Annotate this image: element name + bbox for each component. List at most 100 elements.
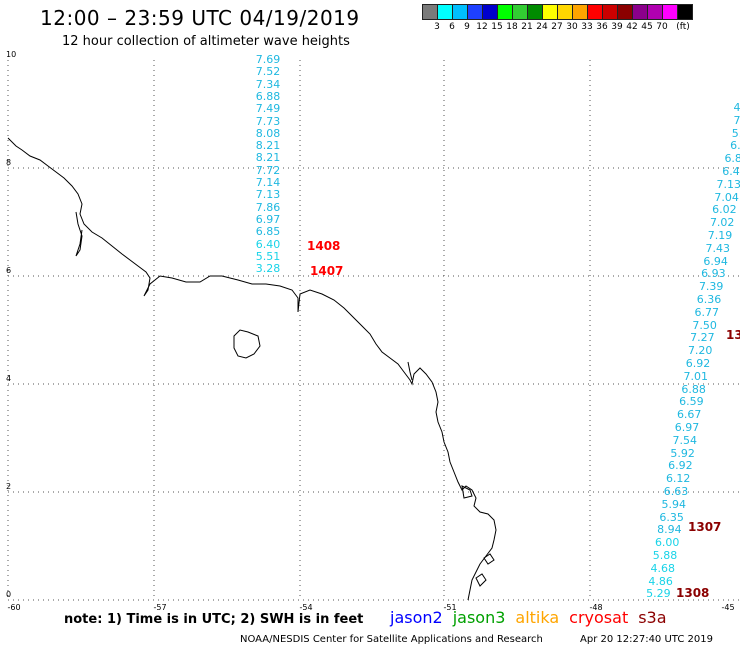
pass-label: 1407 bbox=[310, 264, 344, 278]
legend-label: 42 bbox=[626, 22, 638, 32]
wave-height-label: 8.21 bbox=[255, 139, 281, 153]
wave-height-label: 8.08 bbox=[255, 126, 281, 140]
satellite-jason3: jason3 bbox=[452, 608, 506, 627]
satellite-altika: altika bbox=[515, 608, 560, 627]
wave-height-label: 7.19 bbox=[707, 229, 733, 242]
wave-height-label: 7.39 bbox=[698, 280, 724, 294]
satellite-s3a: s3a bbox=[638, 608, 667, 627]
wave-height-label: 6.77 bbox=[694, 305, 720, 319]
wave-height-label: 7.13 bbox=[716, 177, 740, 191]
wave-height-label: 7.73 bbox=[255, 114, 281, 128]
legend-label: 12 bbox=[476, 22, 488, 32]
legend-unit: (ft) bbox=[676, 22, 690, 32]
wave-height-label: 7.50 bbox=[692, 318, 717, 332]
legend-label: 30 bbox=[566, 22, 578, 32]
wave-height-label: 6.4 bbox=[722, 165, 740, 178]
wave-height-label: 7.43 bbox=[705, 241, 731, 255]
wave-height-label: 6.92 bbox=[685, 357, 711, 370]
wave-height-label: 4.86 bbox=[648, 574, 673, 588]
satellite-legend: jason2 jason3 altika cryosat s3a bbox=[390, 608, 677, 627]
lon-tick: -51 bbox=[443, 603, 457, 612]
legend-label: 18 bbox=[506, 22, 518, 32]
wave-height-label: 7.72 bbox=[255, 163, 281, 177]
wave-height-label: 7 bbox=[733, 113, 740, 127]
wave-height-label: 6.97 bbox=[674, 421, 700, 434]
pass-label: 1308 bbox=[676, 586, 710, 600]
wave-height-label: 7.02 bbox=[709, 216, 735, 230]
wave-height-label: 6.63 bbox=[663, 485, 689, 498]
lon-tick: -48 bbox=[589, 603, 603, 612]
lat-tick: 10 bbox=[6, 50, 17, 59]
wave-height-label: 7.04 bbox=[714, 190, 739, 204]
coastline bbox=[7, 137, 497, 601]
wave-height-label: 5.94 bbox=[661, 497, 687, 511]
wave-height-label: 7.20 bbox=[687, 344, 713, 358]
lon-tick: -60 bbox=[7, 603, 21, 612]
wave-height-label: 6. bbox=[730, 139, 740, 153]
wave-height-label: 6.36 bbox=[696, 293, 722, 306]
wave-height-label: 6.02 bbox=[712, 203, 737, 217]
lat-tick: 2 bbox=[6, 482, 12, 491]
satellite-jason2: jason2 bbox=[390, 608, 443, 627]
lat-tick: 0 bbox=[6, 590, 12, 599]
wave-height-label: 6.35 bbox=[659, 510, 684, 524]
wave-height-label: 6.92 bbox=[668, 459, 693, 473]
legend-label: 24 bbox=[536, 22, 548, 32]
wave-height-label: 7.34 bbox=[255, 77, 281, 91]
wave-height-label: 6.94 bbox=[703, 254, 728, 268]
legend-swatch bbox=[677, 4, 693, 20]
wave-height-label: 6.8 bbox=[724, 152, 740, 166]
legend-label: 27 bbox=[551, 22, 563, 32]
wave-height-label: 3.28 bbox=[255, 262, 281, 276]
footer-note: note: 1) Time is in UTC; 2) SWH is in fe… bbox=[64, 612, 364, 627]
wave-height-label: 6.59 bbox=[679, 395, 704, 409]
lat-tick: 6 bbox=[6, 266, 12, 275]
legend-label: 33 bbox=[581, 22, 593, 32]
map-subtitle: 12 hour collection of altimeter wave hei… bbox=[62, 34, 350, 49]
credit-text: NOAA/NESDIS Center for Satellite Applica… bbox=[240, 634, 543, 645]
wave-height-label: 8.21 bbox=[255, 151, 281, 165]
legend-label: 15 bbox=[491, 22, 503, 32]
wave-height-label: 5.29 bbox=[646, 587, 671, 601]
legend-label: 70 bbox=[656, 22, 668, 32]
wave-height-label: 5.51 bbox=[255, 249, 281, 263]
legend-label: 39 bbox=[611, 22, 623, 32]
wave-height-label: 6.85 bbox=[255, 225, 281, 239]
map-title: 12:00 – 23:59 UTC 04/19/2019 bbox=[40, 6, 360, 30]
wave-height-label: 6.67 bbox=[676, 408, 702, 422]
pass-label: 1408 bbox=[307, 239, 341, 253]
pass-label: 1307 bbox=[688, 520, 722, 534]
lon-tick: -54 bbox=[299, 603, 313, 612]
wave-height-label: 7.86 bbox=[255, 200, 281, 214]
wave-height-label: 6.12 bbox=[665, 472, 691, 486]
wave-height-label: 4.68 bbox=[650, 561, 676, 575]
pass-label: 13 bbox=[726, 328, 740, 342]
wave-height-label: 7.49 bbox=[255, 102, 281, 116]
satellite-cryosat: cryosat bbox=[569, 608, 629, 627]
wave-height-label: 7.52 bbox=[255, 65, 281, 79]
wave-height-label: 5. bbox=[731, 126, 740, 140]
wave-height-label: 5.92 bbox=[670, 446, 695, 460]
wave-height-label: 7.69 bbox=[255, 53, 281, 66]
wave-height-label: 5.88 bbox=[652, 549, 678, 562]
wave-height-label: 6.40 bbox=[255, 237, 281, 251]
wave-height-label: 8.94 bbox=[657, 523, 682, 537]
wave-height-label: 7.13 bbox=[255, 188, 281, 202]
wave-height-label: 7.54 bbox=[672, 433, 698, 447]
legend-label: 36 bbox=[596, 22, 608, 32]
color-legend: 3 6 9 12 15 18 21 24 27 30 33 36 39 42 45 70 (ft) bbox=[422, 4, 693, 34]
wave-height-label: 6.88 bbox=[681, 382, 706, 396]
wave-height-label: 6.88 bbox=[255, 89, 281, 103]
wave-height-label: 6.97 bbox=[255, 212, 281, 226]
legend-label: 21 bbox=[521, 22, 533, 32]
legend-label: 6 bbox=[449, 22, 455, 32]
wave-height-label: 7.01 bbox=[683, 369, 709, 383]
lat-tick: 8 bbox=[6, 158, 12, 167]
wave-height-label: 4 bbox=[733, 101, 740, 114]
lat-tick: 4 bbox=[6, 374, 12, 383]
lon-tick: -57 bbox=[153, 603, 167, 612]
lon-tick: -45 bbox=[721, 603, 735, 612]
wave-height-label: 6.93 bbox=[701, 267, 726, 281]
wave-height-label: 6.00 bbox=[654, 536, 680, 550]
